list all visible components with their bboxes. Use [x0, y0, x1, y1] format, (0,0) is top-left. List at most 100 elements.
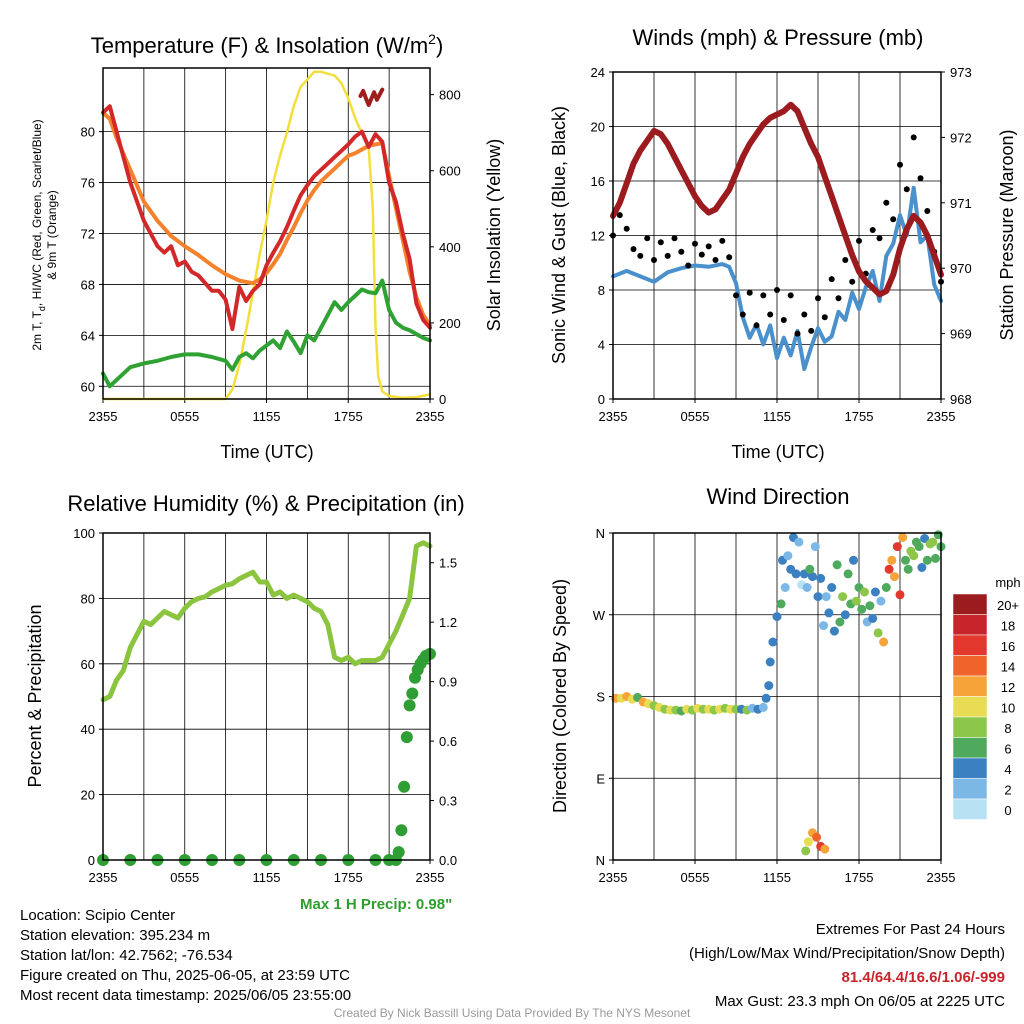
rh-ytick-right-label: 0.0	[439, 853, 457, 868]
rh-ytick-right-label: 1.5	[439, 556, 457, 571]
legend-swatch	[952, 716, 988, 738]
direction-point	[835, 617, 845, 627]
rh-ytick-label: 100	[73, 526, 95, 541]
legend-swatch	[952, 593, 988, 615]
temp-ytick-right-label: 800	[439, 88, 461, 103]
wind-xtick-label: 2355	[927, 409, 956, 424]
extremes-fields: (High/Low/Max Wind/Precipitation/Snow De…	[689, 945, 1005, 962]
wind-ytick-right-label: 969	[950, 327, 972, 342]
wind-series-1-point	[774, 287, 780, 293]
station-elevation: Station elevation: 395.234 m	[20, 927, 211, 944]
humidity-title: Relative Humidity (%) & Precipitation (i…	[67, 491, 464, 516]
wind-series-1-point	[842, 257, 849, 263]
direction-point	[884, 564, 894, 574]
direction-point	[832, 560, 842, 570]
rh-series-1-point	[400, 731, 413, 744]
max-precip-label: Max 1 H Precip: 0.98"	[300, 896, 453, 913]
wind-xtick-label: 1755	[845, 409, 874, 424]
temp-xtick-label: 2355	[89, 409, 118, 424]
wind-ytick-label: 16	[591, 174, 605, 189]
wind-series-1-point	[671, 235, 678, 242]
direction-point	[791, 569, 801, 579]
legend-swatch	[952, 737, 988, 759]
wind-series-1-point	[651, 257, 657, 263]
wind-series-1-point	[794, 330, 801, 337]
rh-ytick-right-label: 1.2	[439, 615, 457, 630]
direction-point	[903, 564, 913, 574]
temp-ytick-right-label: 600	[439, 164, 461, 179]
temp-ytick-right-label: 0	[439, 392, 446, 407]
direction-ylabel: Direction (Colored By Speed)	[550, 579, 570, 813]
wind-series-1-point	[616, 212, 623, 219]
dir-xtick-label: 1155	[763, 870, 791, 885]
wind-series-1-point	[856, 237, 862, 244]
direction-point	[876, 596, 886, 606]
direction-point	[829, 626, 839, 636]
direction-point	[780, 583, 790, 592]
direction-point	[801, 846, 811, 856]
dir-xtick-label: 2355	[927, 870, 956, 885]
max-gust: Max Gust: 23.3 mph On 06/05 at 2225 UTC	[714, 993, 1005, 1010]
station-latlon: Station lat/lon: 42.7562; -76.534	[20, 947, 233, 964]
wind-ytick-right-label: 972	[950, 130, 972, 145]
legend-label: 0	[1004, 803, 1011, 818]
direction-point	[857, 604, 867, 614]
direction-point	[768, 637, 778, 647]
wind-series-1-point	[821, 314, 828, 321]
wind-series-1-point	[719, 237, 726, 244]
direction-point	[761, 693, 771, 703]
wind-series-1-point	[767, 311, 774, 318]
legend-swatch	[952, 675, 988, 697]
wind-series-1-point	[903, 186, 910, 193]
wind-plot-frame	[612, 71, 942, 400]
wind-series-1-point	[815, 295, 821, 302]
rh-series-1-point	[395, 824, 408, 837]
wind-series-1-point	[726, 254, 733, 261]
extremes-heading: Extremes For Past 24 Hours	[815, 921, 1005, 938]
dir-ytick-label: N	[596, 526, 605, 541]
dir-ytick-label: E	[596, 771, 605, 786]
rh-ytick-right-label: 0.9	[439, 675, 457, 690]
legend-swatch	[952, 798, 988, 820]
rh-xtick-label: 0555	[170, 870, 199, 885]
wind-series-1-point	[924, 208, 931, 214]
wind-series-2-line	[610, 101, 944, 298]
legend-label: 4	[1004, 762, 1011, 777]
wind-xtick-label: 1155	[763, 409, 791, 424]
legend-label: 16	[1001, 639, 1015, 654]
direction-point	[851, 596, 861, 606]
direction-point	[824, 608, 834, 618]
direction-point	[920, 534, 930, 543]
wind-series-1-point	[910, 134, 917, 141]
wind-series-1-point	[897, 161, 903, 168]
figure-created: Figure created on Thu, 2025-06-05, at 23…	[20, 967, 350, 984]
rh-xtick-label: 1755	[334, 870, 363, 885]
wind-series-1-point	[828, 276, 835, 283]
direction-point	[914, 542, 924, 552]
direction-point	[909, 551, 919, 561]
direction-point	[849, 555, 858, 565]
wind-series-1-point	[644, 235, 651, 242]
direction-point	[776, 599, 786, 609]
direction-point	[895, 590, 905, 600]
wind-series-1-point	[698, 251, 705, 258]
wind-series-1-point	[712, 257, 719, 263]
temp-ytick-label: 68	[81, 277, 95, 292]
legend-label: 20+	[997, 598, 1019, 613]
winds-title: Winds (mph) & Pressure (mb)	[633, 25, 924, 50]
wind-ytick-right-label: 973	[950, 65, 972, 80]
direction-point	[810, 542, 820, 552]
extremes-values: 81.4/64.4/16.6/1.06/-999	[841, 969, 1005, 986]
wind-ytick-right-label: 968	[950, 392, 972, 407]
legend-swatch	[952, 614, 988, 636]
rh-series-1-point	[406, 687, 419, 700]
rh-ytick-label: 20	[81, 788, 95, 803]
wind-series-1-point	[801, 311, 808, 318]
rh-ytick-label: 60	[81, 657, 95, 672]
wind-ytick-label: 4	[598, 338, 605, 353]
wind-series-1-point	[678, 248, 685, 255]
legend-label: 14	[1001, 660, 1015, 675]
direction-point	[860, 587, 869, 597]
direction-point	[898, 533, 908, 542]
